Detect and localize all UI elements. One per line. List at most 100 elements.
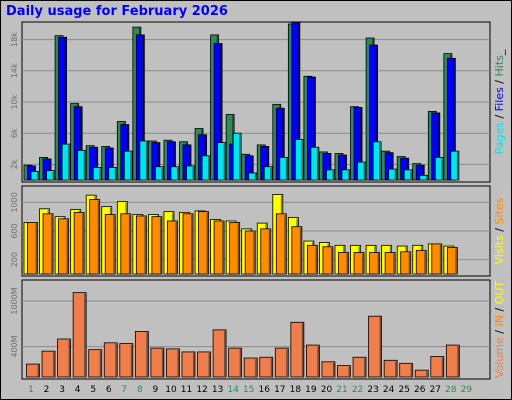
sites-bar [353, 252, 365, 275]
side-legend-part: / [493, 304, 506, 315]
sites-bar [89, 199, 101, 275]
pages-bar [248, 172, 258, 181]
y-tick-label: 6k [10, 128, 19, 138]
volume-bar [290, 321, 305, 378]
panel-border [21, 279, 491, 380]
volume-bar [181, 351, 196, 378]
day-label: 17 [274, 385, 285, 395]
pages-bar [388, 168, 398, 181]
pages-bar [170, 166, 180, 181]
volume-bar [150, 347, 165, 378]
day-label: 4 [75, 385, 81, 395]
volume-bar [383, 359, 398, 378]
pages-bar [294, 139, 304, 181]
day-label: 29 [461, 385, 473, 395]
y-tick-label: 1000 [10, 192, 19, 212]
side-legend-part: _ [493, 49, 506, 56]
day-label: 5 [90, 385, 96, 395]
pages-bar [46, 170, 55, 181]
day-label: 8 [137, 385, 143, 395]
volume-bar [321, 361, 336, 378]
volume-bar [414, 369, 429, 378]
volume-bar [197, 351, 211, 378]
volume-bar [119, 343, 134, 378]
day-label: 16 [259, 385, 271, 395]
day-label: 22 [352, 385, 363, 395]
day-label: 20 [321, 385, 333, 395]
pages-bar [77, 149, 87, 181]
pages-bar [186, 165, 195, 181]
sites-bar [306, 244, 318, 275]
pages-bar [92, 167, 102, 181]
y-tick-label: 200 [10, 252, 19, 267]
pages-bar [30, 171, 40, 181]
sites-bar [151, 216, 163, 275]
side-legend-part: Pages [493, 122, 506, 155]
sites-bar [260, 228, 272, 275]
sites-bar [446, 247, 458, 275]
side-legend: Volume / IN / OUT [493, 281, 506, 379]
volume-bar [305, 344, 320, 378]
side-legend-part: / [493, 224, 506, 235]
day-label: 3 [59, 385, 65, 395]
side-legend: Pages / Files / Hits_ [493, 49, 506, 154]
day-label: 18 [290, 385, 302, 395]
pages-bar [201, 155, 211, 181]
sites-bar [182, 213, 194, 275]
sites-bar [431, 243, 443, 275]
pages-bar [434, 156, 444, 181]
sites-bar [415, 249, 427, 275]
side-legend-part: IN [493, 315, 506, 326]
sites-bar [400, 251, 412, 275]
volume-bar [228, 347, 243, 378]
volume-bar [274, 347, 289, 378]
sites-bar [275, 213, 287, 275]
side-legend-part: Hits [493, 55, 506, 77]
side-legend-part: OUT [493, 281, 506, 305]
pages-bar [263, 166, 273, 181]
sites-bar [291, 226, 303, 275]
volume-bar [212, 329, 227, 378]
pages-bar [450, 150, 460, 181]
day-label: 24 [383, 385, 395, 395]
day-label: 11 [181, 385, 192, 395]
sites-bar [229, 221, 241, 275]
side-legend-part: Files [493, 87, 506, 111]
pages-bar [372, 141, 382, 181]
day-label: 1 [28, 385, 34, 395]
pages-bar [154, 166, 164, 181]
pages-bar [310, 146, 320, 181]
day-label: 2 [44, 385, 50, 395]
volume-bar [243, 357, 258, 378]
volume-bar [134, 330, 149, 378]
volume-bar [337, 365, 351, 378]
sites-bar [244, 230, 256, 275]
side-legend-part: / [493, 327, 506, 338]
sites-bar [104, 214, 116, 275]
sites-bar [58, 218, 69, 275]
pages-bar [419, 174, 429, 181]
pages-bar [108, 167, 118, 181]
pages-bar [61, 143, 71, 181]
y-tick-label: 1000M [10, 287, 19, 314]
day-label: 27 [430, 385, 441, 395]
day-label: 12 [196, 385, 207, 395]
volume-bar [430, 356, 445, 378]
sites-bar [198, 211, 209, 275]
day-label: 6 [106, 385, 112, 395]
pages-bar [139, 140, 149, 181]
side-legend-part: / [493, 111, 506, 122]
sites-bar [73, 211, 85, 275]
volume-bar [368, 315, 383, 378]
day-label: 9 [153, 385, 159, 395]
y-tick-label: 18k [10, 32, 19, 47]
volume-bar [103, 342, 118, 378]
volume-bar [445, 344, 460, 378]
volume-bar [57, 338, 71, 378]
chart-title: Daily usage for February 2026 [6, 4, 228, 19]
day-label: 7 [121, 385, 127, 395]
sites-bar [120, 213, 132, 275]
volume-bar [26, 363, 40, 378]
volume-bar [399, 362, 414, 378]
